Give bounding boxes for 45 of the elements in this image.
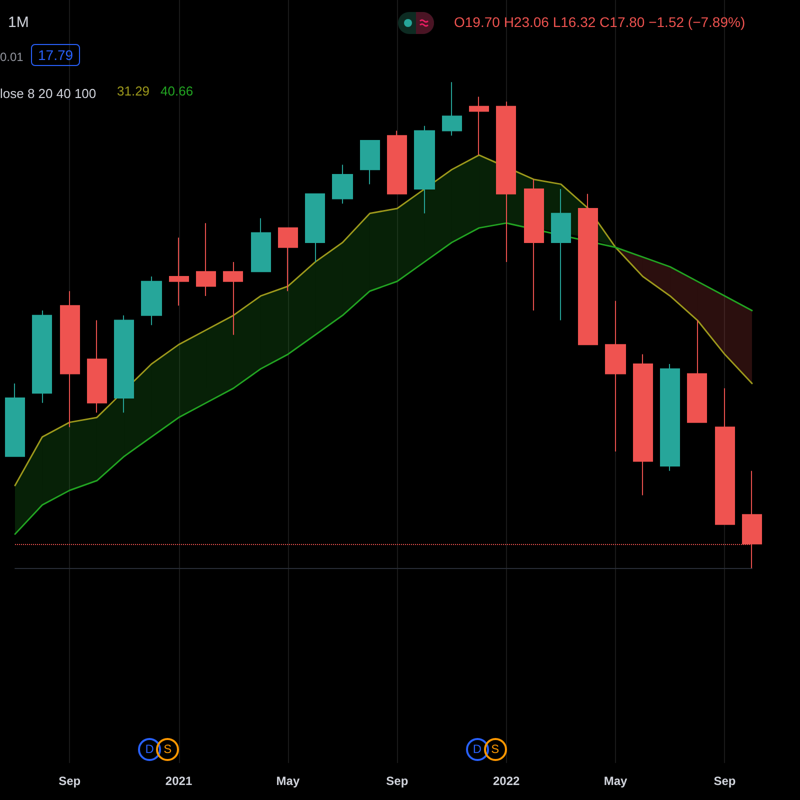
candlestick [169,237,189,306]
text: D [138,738,162,761]
candlestick [414,125,435,214]
candlestick [524,178,544,312]
x-tick-label: 2022 [492,774,520,788]
candlestick [578,193,598,346]
candlestick [196,222,216,296]
candlestick [332,164,353,204]
candlestick [496,101,516,262]
x-tick-label: May [604,774,628,788]
candlestick [387,130,407,194]
candlestick [469,96,489,156]
candlestick [605,300,626,452]
candlestick [251,218,271,272]
candlestick [5,382,25,457]
candlestick [60,290,80,428]
candlestick [687,320,707,423]
text: D [466,738,489,761]
text: 0.01 [0,50,24,64]
candlestick [223,261,243,336]
candlestick [551,188,571,321]
candlestick [660,364,680,472]
candlestick [278,227,298,292]
candlestick [633,354,653,496]
text: 17.79 [31,44,80,66]
annotation: lose 8 20 40 100 [0,86,96,101]
x-tick-label: Sep [386,774,408,788]
x-tick-label: Sep [714,774,736,788]
text: 31.29 [117,84,150,98]
candlestick [141,276,162,326]
text: S [156,738,180,761]
candlestick [442,82,462,136]
candlestick [32,310,52,404]
text: S [484,738,507,761]
x-tick-label: 2021 [165,774,192,788]
x-tick-label: Sep [58,774,81,788]
candlestick [360,140,380,185]
candlestick [87,320,107,414]
text: 40.66 [160,84,194,98]
x-tick-label: May [276,774,300,788]
chart-title: 1M [8,14,29,31]
text: O19.70 H23.06 L16.32 C17.80 −1.52 (−7.89%) [454,14,746,30]
candlestick [114,314,134,414]
candlestick [305,193,325,262]
candlestick [715,388,735,525]
